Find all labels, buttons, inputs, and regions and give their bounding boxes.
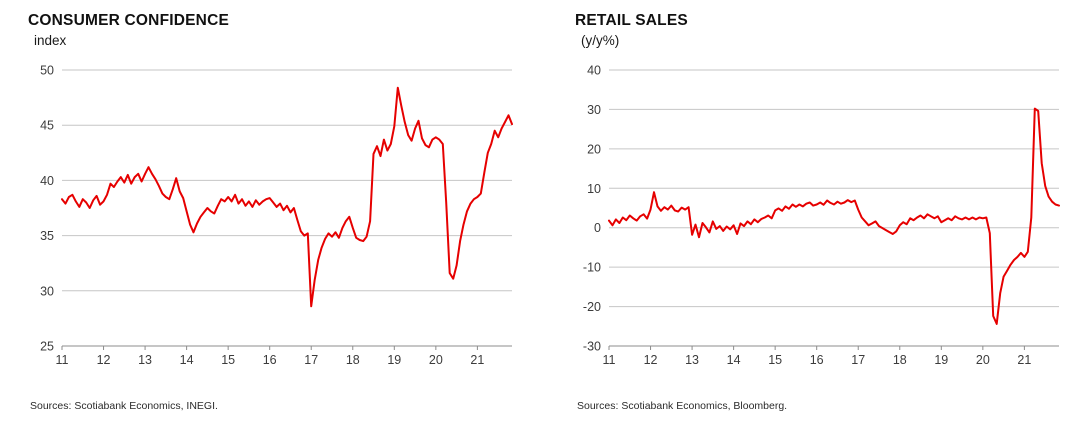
svg-text:11: 11 bbox=[603, 353, 616, 367]
svg-text:12: 12 bbox=[97, 353, 111, 367]
svg-text:30: 30 bbox=[40, 284, 54, 298]
consumer-confidence-ylabel: index bbox=[34, 33, 67, 48]
svg-text:19: 19 bbox=[387, 353, 401, 367]
svg-text:17: 17 bbox=[304, 353, 318, 367]
svg-text:25: 25 bbox=[40, 340, 54, 354]
svg-text:12: 12 bbox=[644, 353, 658, 367]
svg-text:35: 35 bbox=[40, 229, 54, 243]
svg-text:13: 13 bbox=[685, 353, 699, 367]
svg-text:20: 20 bbox=[587, 142, 601, 156]
svg-text:40: 40 bbox=[40, 174, 54, 188]
svg-text:-30: -30 bbox=[583, 340, 601, 354]
consumer-confidence-chart: CONSUMER CONFIDENCE index 50 45 40 35 30 25 11… bbox=[28, 12, 528, 412]
retail-sales-title: RETAIL SALES bbox=[575, 12, 688, 29]
svg-text:20: 20 bbox=[429, 353, 443, 367]
consumer-confidence-source: Sources: Scotiabank Economics, INEGI. bbox=[30, 400, 218, 412]
svg-text:20: 20 bbox=[976, 353, 990, 367]
svg-text:0: 0 bbox=[594, 221, 601, 235]
svg-text:18: 18 bbox=[346, 353, 360, 367]
svg-text:-10: -10 bbox=[583, 261, 601, 275]
svg-text:21: 21 bbox=[1017, 353, 1031, 367]
svg-text:14: 14 bbox=[727, 353, 741, 367]
svg-text:50: 50 bbox=[40, 64, 54, 78]
svg-text:-20: -20 bbox=[583, 300, 601, 314]
retail-sales-ylabel: (y/y%) bbox=[581, 33, 620, 48]
consumer-confidence-title: CONSUMER CONFIDENCE bbox=[28, 12, 230, 29]
svg-text:16: 16 bbox=[263, 353, 277, 367]
svg-text:10: 10 bbox=[587, 182, 601, 196]
svg-text:11: 11 bbox=[56, 353, 69, 367]
svg-text:13: 13 bbox=[138, 353, 152, 367]
svg-text:30: 30 bbox=[587, 103, 601, 117]
svg-text:14: 14 bbox=[180, 353, 194, 367]
svg-text:17: 17 bbox=[851, 353, 865, 367]
retail-sales-chart: RETAIL SALES (y/y%) 40 30 20 10 0 -10 -20 -30 11… bbox=[575, 12, 1075, 412]
svg-text:40: 40 bbox=[587, 64, 601, 78]
retail-sales-source: Sources: Scotiabank Economics, Bloomberg… bbox=[577, 400, 788, 412]
svg-text:15: 15 bbox=[221, 353, 235, 367]
svg-text:19: 19 bbox=[934, 353, 948, 367]
svg-text:16: 16 bbox=[810, 353, 824, 367]
svg-text:18: 18 bbox=[893, 353, 907, 367]
svg-text:21: 21 bbox=[470, 353, 484, 367]
svg-text:15: 15 bbox=[768, 353, 782, 367]
svg-text:45: 45 bbox=[40, 119, 54, 133]
